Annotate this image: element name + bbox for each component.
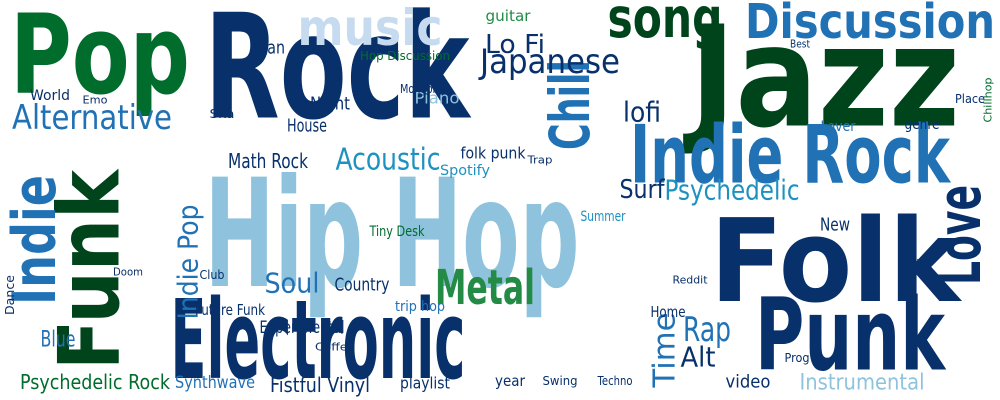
word: Reddit [673, 274, 709, 287]
word: Alternative [12, 98, 172, 138]
word: Emo [83, 94, 108, 107]
word: Psychedelic Rock [20, 370, 170, 394]
word: year [495, 372, 526, 390]
word: Chill [538, 60, 602, 150]
word: Wave [900, 255, 930, 271]
word: Hop Discussion [360, 49, 450, 63]
word: Lover [821, 119, 856, 135]
word: playlist [400, 374, 450, 393]
word: New [820, 215, 850, 236]
word: World [30, 88, 70, 104]
word: Ska [210, 107, 235, 121]
word: Japanese [478, 42, 620, 82]
word: Surf [620, 175, 666, 205]
word: Psychedelic [665, 174, 800, 207]
word: Piano [415, 89, 460, 108]
word: lofi [623, 96, 661, 129]
word: Swing [543, 374, 578, 388]
word: Fistful Vinyl [270, 373, 370, 397]
word: Rap [683, 310, 731, 350]
word: Soul [265, 267, 320, 300]
word: Trap [526, 154, 552, 167]
word: Folk [710, 195, 962, 329]
word: Punk [755, 277, 947, 394]
word: song [608, 0, 723, 50]
word: Experimental [260, 318, 345, 338]
word: guitar [486, 7, 532, 25]
word: Country [335, 275, 390, 296]
word: House [287, 116, 327, 137]
word: Funk [41, 168, 140, 370]
word: Hip Hop [205, 148, 580, 322]
word: Indie Rock [630, 109, 951, 202]
word: folk punk [461, 144, 527, 163]
word: Time [648, 313, 683, 389]
word: Chillhop [982, 77, 995, 122]
word: Math Rock [228, 149, 308, 173]
word: Acoustic [336, 143, 441, 178]
word: Mongolian [400, 82, 450, 96]
word: Synthwave [175, 373, 255, 393]
word: Best [790, 38, 811, 51]
word: Metal [435, 260, 535, 316]
word: Love [925, 185, 995, 285]
word: Tiny Desk [369, 224, 426, 240]
word: Indie Pop [172, 205, 205, 320]
word: Jazz [683, 0, 960, 160]
word: Blue [41, 328, 76, 353]
word: Club [200, 268, 225, 282]
word: Place [955, 92, 985, 106]
word: Man [255, 38, 285, 59]
word: Dance [3, 275, 17, 315]
word: Future Funk [195, 301, 265, 319]
word: music [298, 0, 443, 57]
word: Home [651, 303, 686, 321]
word: Doom [113, 266, 143, 279]
word: Lo Fi [485, 30, 545, 60]
word: trip hop [395, 299, 445, 315]
word: genre [905, 117, 940, 133]
word: Prog [785, 351, 810, 365]
word: Alt [681, 341, 716, 374]
word: Spotify [440, 163, 490, 179]
word: Instrumental [800, 371, 925, 396]
word: Discussion [745, 0, 995, 50]
word: Pop [10, 0, 190, 119]
word: Coffee [315, 341, 355, 354]
word: Electronic [171, 276, 466, 400]
word: Night [310, 94, 350, 115]
word: video [726, 372, 771, 393]
word: Summer [581, 209, 626, 225]
word: Techno [597, 374, 633, 388]
word: Rock [205, 0, 472, 153]
word: Indie [0, 175, 70, 305]
